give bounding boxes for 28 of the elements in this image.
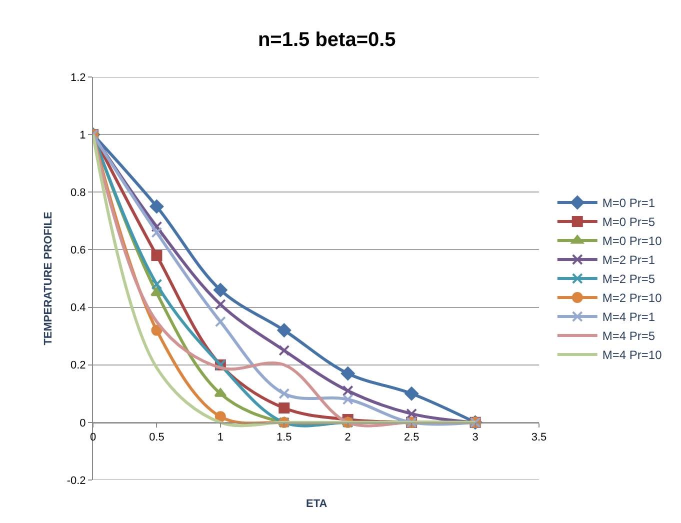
chart-title: n=1.5 beta=0.5 <box>258 29 396 52</box>
y-tick-label: 0.6 <box>70 244 86 257</box>
legend-label: M=4 Pr=1 <box>602 310 656 324</box>
legend-label: M=0 Pr=5 <box>602 215 656 230</box>
legend-label: M=2 Pr=5 <box>602 272 656 286</box>
legend-label: M=0 Pr=10 <box>602 234 662 248</box>
x-tick-label: 3.5 <box>531 432 547 444</box>
y-tick-label: 1 <box>80 129 86 142</box>
x-tick-label: 2 <box>344 432 351 444</box>
y-tick-label: 0.4 <box>70 302 86 314</box>
y-tick-label: 0.8 <box>70 186 86 199</box>
y-tick-label: 1.2 <box>70 72 86 84</box>
x-axis-title: ETA <box>306 498 328 510</box>
legend-label: M=2 Pr=10 <box>602 291 662 306</box>
legend-label: M=4 Pr=5 <box>602 329 656 344</box>
x-tick-label: 3 <box>472 432 478 444</box>
x-tick-label: 1.5 <box>276 432 292 444</box>
y-tick-label: 0.2 <box>70 360 86 372</box>
x-tick-label: 1 <box>217 432 224 444</box>
legend-label: M=0 Pr=1 <box>602 196 656 210</box>
y-axis-title: TEMPERATURE PROFILE <box>42 212 54 346</box>
legend-label: M=2 Pr=1 <box>602 253 656 268</box>
x-tick-label: 2.5 <box>404 432 420 444</box>
y-tick-label: 0 <box>80 417 86 430</box>
x-tick-label: 0 <box>90 432 96 444</box>
x-tick-label: 0.5 <box>149 432 164 444</box>
legend-label: M=4 Pr=10 <box>602 348 662 362</box>
y-tick-label: -0.2 <box>66 474 86 487</box>
